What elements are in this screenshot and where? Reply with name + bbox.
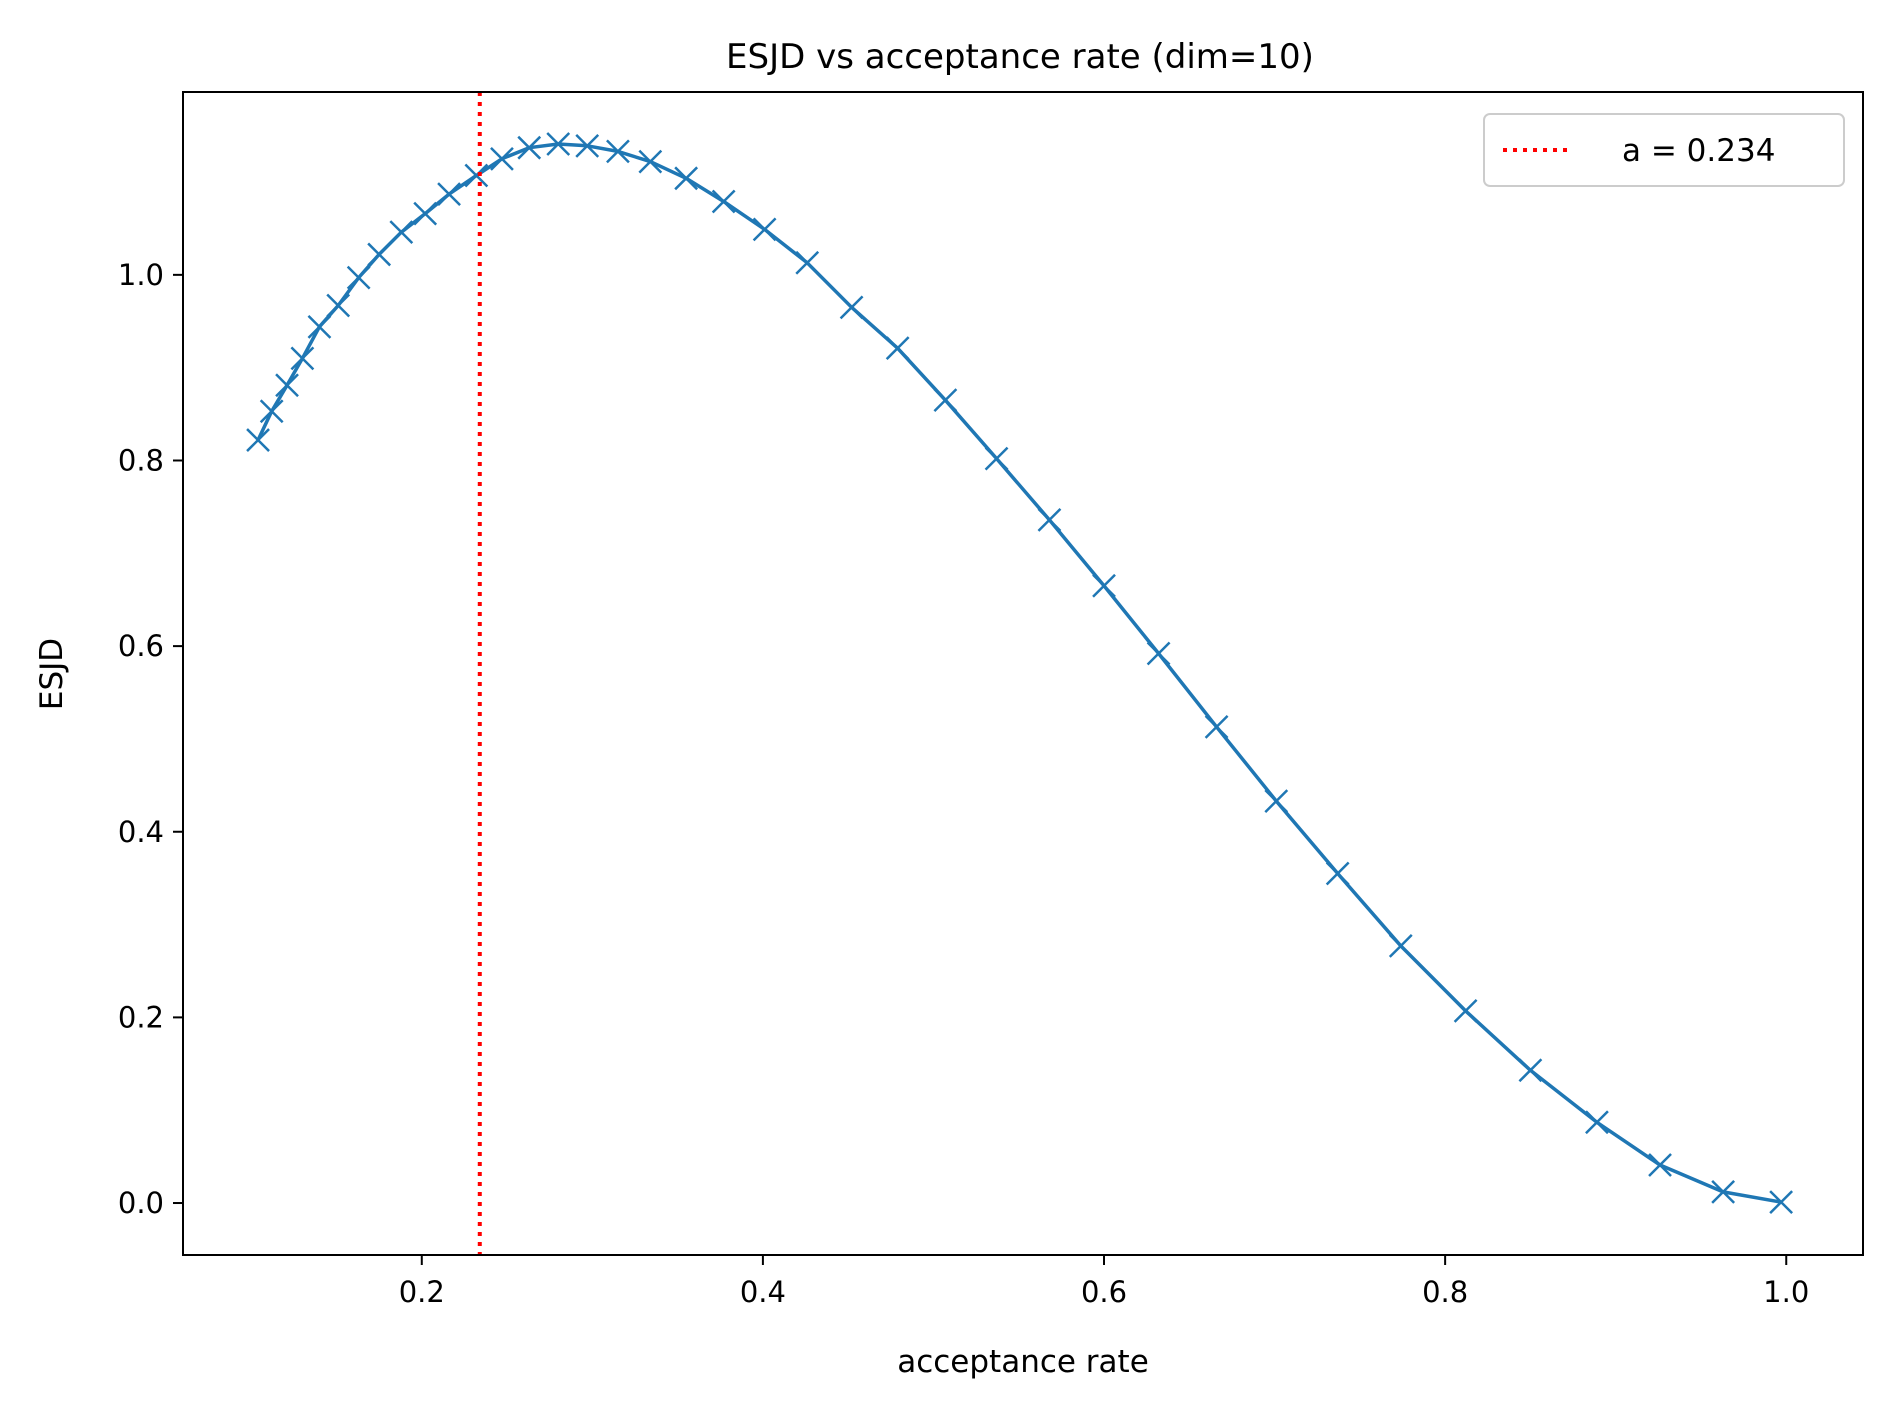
data-point-marker (1388, 934, 1413, 958)
data-point-marker (290, 346, 315, 371)
x-tick-label: 1.0 (1763, 1275, 1809, 1309)
data-point-marker (885, 336, 910, 361)
data-point-marker (517, 135, 542, 160)
data-point-marker (839, 295, 864, 320)
data-point-marker (638, 149, 663, 174)
y-tick-label: 0.8 (118, 443, 164, 477)
data-point-marker (1092, 573, 1116, 598)
data-point-marker (1037, 508, 1062, 532)
data-point-marker (307, 314, 332, 339)
data-point-marker (275, 373, 299, 398)
y-axis-ticks: 0.0 0.2 0.4 0.6 0.8 1.0 (118, 258, 183, 1220)
y-tick-label: 1.0 (118, 258, 164, 292)
data-point-marker (413, 201, 438, 226)
x-tick-label: 0.4 (740, 1275, 786, 1309)
data-point-marker (490, 146, 514, 171)
x-axis-label: acceptance rate (897, 1344, 1149, 1380)
data-point-marker (546, 132, 571, 156)
data-point-marker (464, 163, 489, 188)
data-point-marker (246, 428, 270, 452)
y-tick-label: 0.2 (118, 1000, 164, 1034)
data-point-marker (346, 265, 371, 290)
data-point-marker (437, 182, 461, 206)
x-tick-label: 0.8 (1422, 1275, 1468, 1309)
y-tick-label: 0.0 (118, 1186, 164, 1220)
legend: a = 0.234 (1483, 113, 1845, 187)
data-point-marker (389, 220, 414, 245)
data-point-marker (1204, 714, 1229, 739)
data-point-marker (367, 242, 392, 267)
data-point-marker (711, 189, 736, 214)
data-point-marker (933, 388, 958, 413)
plot-content (246, 92, 1794, 1255)
data-point-marker (259, 399, 284, 424)
data-point-marker (575, 133, 600, 158)
data-point-marker (795, 250, 820, 275)
data-point-marker (1264, 789, 1289, 814)
data-point-marker (1325, 861, 1350, 886)
data-point-marker (674, 166, 699, 191)
data-point-marker (984, 446, 1009, 471)
data-point-marker (1146, 641, 1171, 666)
plot-frame (182, 91, 1864, 1256)
data-point-marker (1453, 999, 1478, 1023)
data-point-marker (1518, 1058, 1543, 1083)
x-tick-label: 0.2 (399, 1275, 445, 1309)
data-point-marker (1648, 1153, 1672, 1177)
y-tick-label: 0.4 (118, 815, 164, 849)
data-point-marker (1711, 1179, 1736, 1204)
data-point-marker (1585, 1110, 1609, 1135)
chart-title: ESJD vs acceptance rate (dim=10) (726, 37, 1314, 77)
legend-label: a = 0.234 (1622, 133, 1775, 169)
data-point-marker (1769, 1190, 1794, 1214)
data-point-marker (326, 293, 351, 318)
x-tick-label: 0.6 (1081, 1275, 1127, 1309)
x-axis-ticks: 0.2 0.4 0.6 0.8 1.0 (399, 1255, 1809, 1309)
y-axis-label: ESJD (34, 638, 70, 710)
data-point-marker (752, 217, 777, 242)
data-point-marker (606, 139, 630, 164)
y-tick-label: 0.6 (118, 629, 164, 663)
legend-box (1483, 113, 1845, 187)
